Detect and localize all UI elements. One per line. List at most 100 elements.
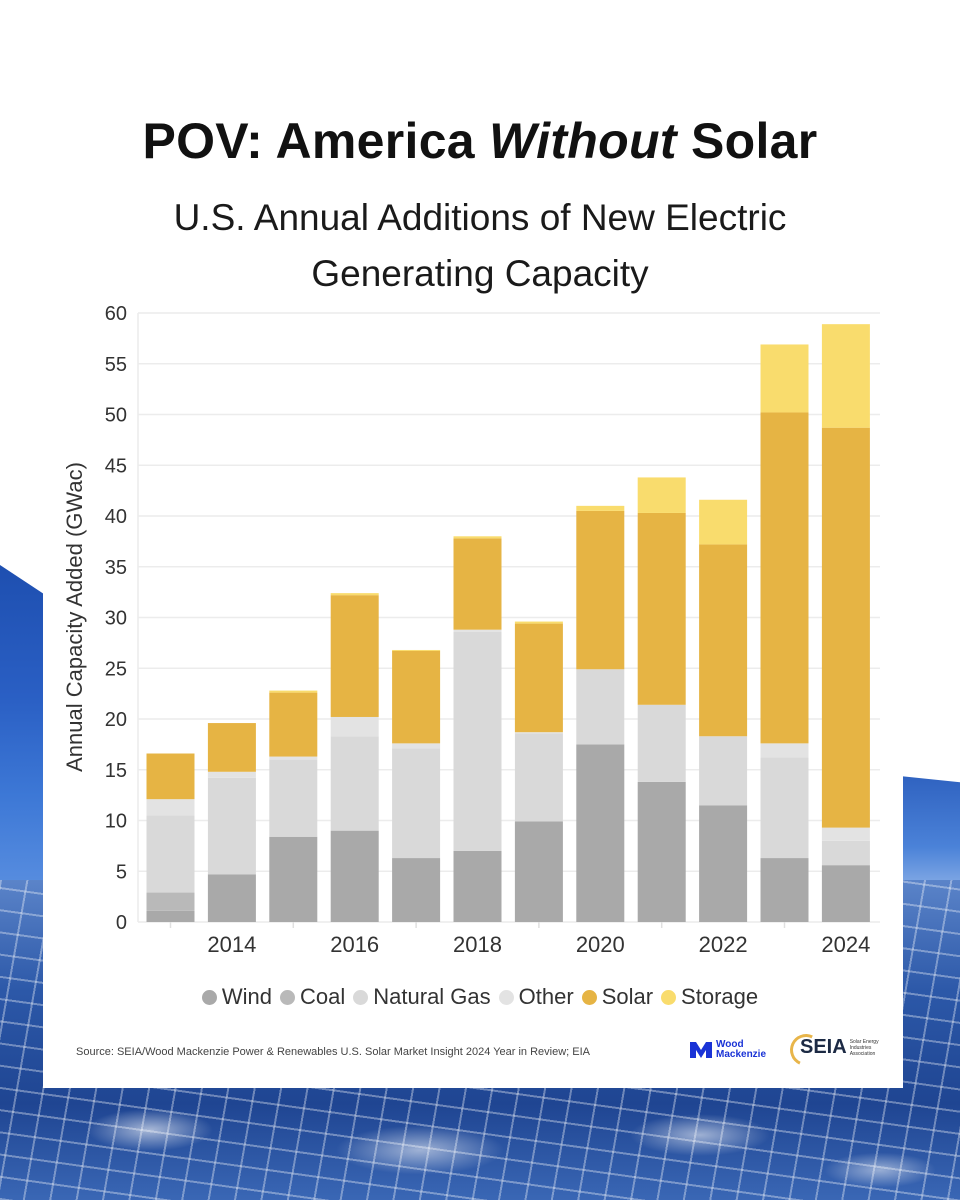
bar-segment-coal	[146, 892, 195, 911]
bar-stack-2023	[760, 344, 809, 922]
bar-segment-wind	[392, 858, 441, 922]
bar-segment-natural-gas	[269, 759, 318, 837]
legend-label: Storage	[681, 984, 759, 1009]
wood-mackenzie-logo: Wood Mackenzie	[690, 1040, 766, 1060]
bar-segment-other	[269, 756, 318, 760]
bar-segment-solar	[821, 427, 870, 828]
subtitle-line-2: Generating Capacity	[311, 253, 649, 294]
bar-segment-other	[453, 629, 502, 632]
legend-item-wind: Wind	[201, 984, 273, 1010]
bar-segment-wind	[269, 836, 318, 922]
bar-segment-natural-gas	[699, 736, 748, 806]
bar-segment-wind	[576, 744, 625, 922]
seia-full-name: Solar Energy Industries Association	[849, 1038, 879, 1057]
bar-segment-natural-gas	[821, 840, 870, 866]
bar-stack-2013	[146, 753, 195, 922]
bar-segment-natural-gas	[637, 704, 686, 782]
legend-dot-icon	[661, 990, 677, 1005]
y-tick-label: 40	[105, 506, 127, 528]
bar-segment-natural-gas	[760, 757, 809, 859]
bar-stack-2015	[269, 690, 318, 922]
bar-segment-wind	[821, 865, 870, 922]
legend-dot-icon	[581, 990, 597, 1005]
y-tick-label: 35	[105, 557, 127, 579]
legend-item-storage: Storage	[661, 984, 758, 1010]
bar-segment-solar	[576, 510, 625, 670]
bar-stack-2022	[699, 499, 748, 922]
bar-segment-storage	[514, 621, 563, 624]
legend-item-solar: Solar	[581, 984, 653, 1010]
legend-label: Wind	[221, 984, 273, 1009]
y-tick-label: 20	[105, 709, 127, 731]
bar-segment-wind	[207, 874, 256, 922]
bar-segment-storage	[821, 324, 870, 428]
bar-segment-natural-gas	[514, 733, 563, 822]
title-suffix: Solar	[676, 113, 818, 169]
x-tick-label: 2014	[207, 932, 256, 957]
bar-segment-other	[146, 799, 195, 816]
bar-segment-wind	[760, 858, 809, 922]
bar-segment-other	[821, 827, 870, 841]
bar-stack-2020	[576, 505, 625, 922]
legend-label: Natural Gas	[373, 984, 491, 1009]
bar-stack-2018	[453, 536, 502, 922]
bar-segment-wind	[330, 830, 379, 922]
x-tick-label: 2016	[330, 932, 379, 957]
y-tick-label: 25	[105, 658, 127, 680]
y-tick-label: 0	[116, 912, 127, 934]
y-tick-label: 5	[116, 861, 127, 883]
bar-segment-solar	[453, 538, 502, 630]
legend: Wind Coal Natural Gas Other Solar Storage	[0, 984, 960, 1010]
bar-segment-storage	[392, 649, 441, 651]
bar-segment-storage	[330, 593, 379, 596]
bar-segment-natural-gas	[453, 631, 502, 851]
x-tick-label: 2022	[699, 932, 748, 957]
bar-segment-storage	[637, 477, 686, 513]
bar-segment-solar	[392, 650, 441, 744]
bar-stack-2019	[514, 621, 563, 922]
background-clouds	[0, 1090, 960, 1200]
y-tick-label: 60	[105, 303, 127, 325]
bar-segment-storage	[576, 505, 625, 511]
y-tick-label: 30	[105, 608, 127, 630]
subtitle-line-1: U.S. Annual Additions of New Electric	[173, 197, 787, 238]
bar-segment-natural-gas	[146, 815, 195, 893]
bar-segment-storage	[269, 690, 318, 693]
bar-segment-wind	[637, 781, 686, 922]
bar-segment-wind	[699, 805, 748, 922]
legend-item-natural-gas: Natural Gas	[353, 984, 491, 1010]
grid-lines	[137, 312, 880, 923]
logo-wm-line-1: Wood	[716, 1039, 744, 1050]
y-axis-label: Annual Capacity Added (GWac)	[62, 462, 87, 772]
bar-segment-solar	[514, 623, 563, 733]
title-emphasis: Without	[489, 113, 677, 169]
x-tick-label: 2020	[576, 932, 625, 957]
bar-segment-natural-gas	[207, 777, 256, 875]
legend-item-coal: Coal	[280, 984, 345, 1010]
logo-wm-line-2: Mackenzie	[716, 1049, 767, 1060]
bar-segment-natural-gas	[392, 748, 441, 859]
bar-segment-solar	[207, 723, 256, 772]
bar-segment-storage	[699, 499, 748, 545]
bar-stack-2016	[330, 593, 379, 922]
legend-dot-icon	[280, 990, 296, 1005]
x-axis-ticks: 2014 2016 2018 2020 2022 2024	[169, 922, 870, 957]
title-prefix: POV: America	[142, 113, 490, 169]
bar-segment-storage	[760, 344, 809, 413]
legend-label: Other	[518, 984, 574, 1009]
chart-subtitle: U.S. Annual Additions of New Electric Ge…	[0, 190, 960, 302]
bar-segment-wind	[453, 850, 502, 922]
bar-segment-other	[514, 732, 563, 734]
y-tick-label: 55	[105, 354, 127, 376]
y-tick-label: 10	[105, 811, 127, 833]
seia-logo: SEIA Solar Energy Industries Association	[785, 1029, 884, 1071]
legend-dot-icon	[498, 990, 514, 1005]
bar-segment-solar	[760, 412, 809, 744]
wood-mackenzie-mark-icon	[690, 1042, 712, 1058]
bars	[146, 324, 870, 922]
legend-label: Coal	[300, 984, 346, 1009]
y-tick-label: 50	[105, 405, 127, 427]
legend-dot-icon	[201, 990, 217, 1005]
bar-segment-solar	[637, 512, 686, 705]
